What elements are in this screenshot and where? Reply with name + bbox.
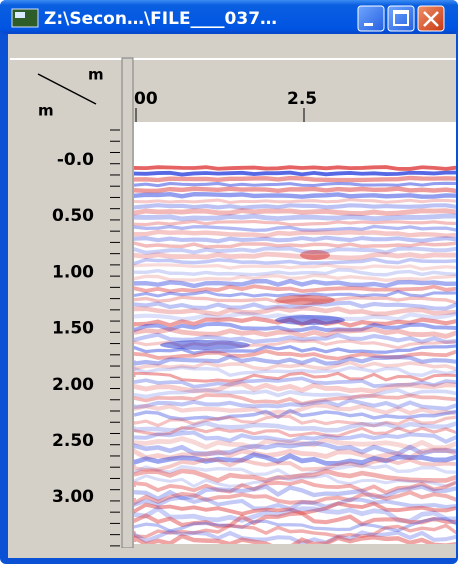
reflection-band [134,533,456,544]
reflection-band [134,393,456,406]
corner-diagonal [37,73,97,105]
background [458,0,471,564]
reflection-band [134,186,456,194]
reflection-band [134,511,456,529]
reflection-blob [160,340,250,350]
reflection-band [134,268,456,277]
reflection-band [134,344,456,355]
reflection-band [134,403,456,416]
reflection-band [134,251,456,261]
reflection-band [134,332,456,345]
title-bar [0,0,458,34]
reflection-band [134,420,456,433]
reflection-band [134,426,456,438]
reflection-blob [275,295,335,305]
reflection-band [134,321,456,333]
reflection-band [134,305,456,317]
y-label: 1.50 [52,319,94,339]
reflection-band [134,165,456,171]
reflection-band [134,263,456,271]
reflection-band [134,516,456,533]
reflection-band [134,473,456,488]
y-label: 1.00 [52,262,94,282]
x-label: 00 [134,89,158,109]
reflection-band [134,235,456,244]
window-title: Z:\Secon…\FILE____037… [44,9,277,29]
separator [10,58,456,60]
reflection-band [134,192,456,199]
reflection-band [134,468,456,484]
close-button[interactable] [417,5,445,32]
reflection-band [134,257,456,266]
reflection-band [134,430,456,444]
reflection-band [134,181,456,188]
reflection-band [134,452,456,466]
reflection-band [134,388,456,399]
reflection-band [134,371,456,383]
reflection-blob [275,315,345,325]
minimize-button[interactable] [357,5,385,32]
reflection-band [134,484,456,502]
reflection-band [134,326,456,339]
reflection-band [134,501,456,516]
reflection-band [134,273,456,283]
reflection-band [134,354,456,366]
reflection-band [134,213,456,222]
reflection-band [134,408,456,421]
y-label: 3.00 [52,487,94,507]
reflection-band [134,170,456,177]
reflection-band [134,224,456,232]
radargram [134,122,456,544]
reflection-band [134,381,456,395]
reflection-band [134,490,456,506]
y-label: -0.0 [57,150,94,170]
reflection-band [134,360,456,371]
reflection-band [134,348,456,361]
reflection-band [134,463,456,479]
reflection-band [134,457,456,472]
reflection-band [134,198,456,204]
reflection-band [134,505,456,524]
reflection-band [134,246,456,255]
reflection-band [134,300,456,311]
reflection-band [134,440,456,457]
reflection-band [134,523,456,539]
reflection-band [134,365,456,378]
reflection-band [134,229,456,239]
reflection-band [134,175,456,183]
reflection-band [134,278,456,289]
y-unit: m [38,102,54,120]
reflection-band [134,376,456,389]
x-unit: m [88,66,104,84]
reflection-band [134,208,456,217]
reflection-band [134,436,456,451]
x-label: 2.5 [287,89,317,109]
reflection-band [134,289,456,298]
status-strip [10,548,456,556]
reflection-band [134,478,456,495]
radargram-image [134,165,456,544]
y-label: 2.50 [52,431,94,451]
splitter [121,57,134,549]
reflection-blob [300,250,330,260]
reflection-band [134,529,456,544]
reflection-band [134,398,456,411]
reflection-band [134,284,456,294]
reflection-band [134,219,456,227]
reflection-band [134,203,456,210]
maximize-button[interactable] [387,5,415,32]
reflection-band [134,414,456,428]
app-icon [15,12,25,18]
y-label: 2.00 [52,375,94,395]
y-label: 0.50 [52,206,94,226]
reflection-band [134,241,456,249]
